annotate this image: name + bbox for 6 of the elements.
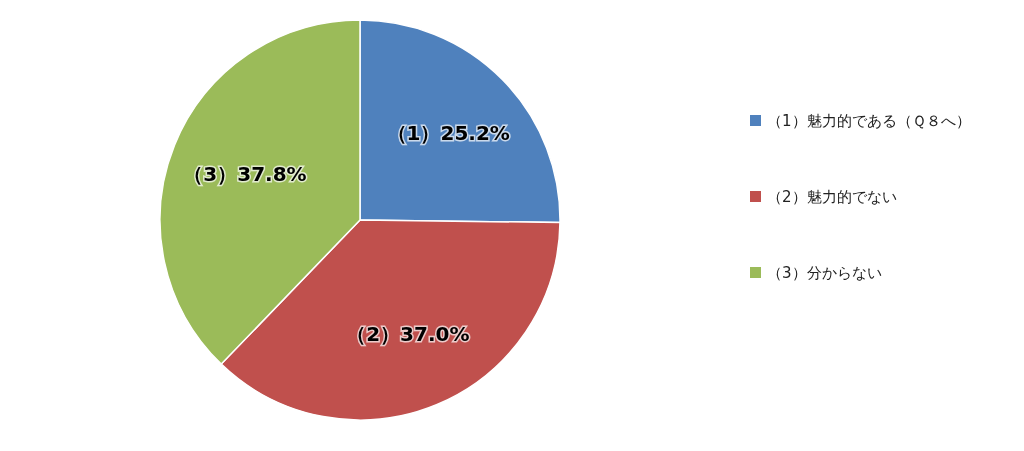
legend-label: （1）魅力的である（Ｑ８へ）	[767, 112, 971, 130]
legend-label: （2）魅力的でない	[767, 188, 897, 206]
data-label: （3）37.8%	[183, 161, 307, 186]
data-label: （2）37.0%	[346, 322, 470, 347]
legend-label: （3）分からない	[767, 264, 882, 282]
data-label: （1）25.2%	[386, 120, 510, 145]
